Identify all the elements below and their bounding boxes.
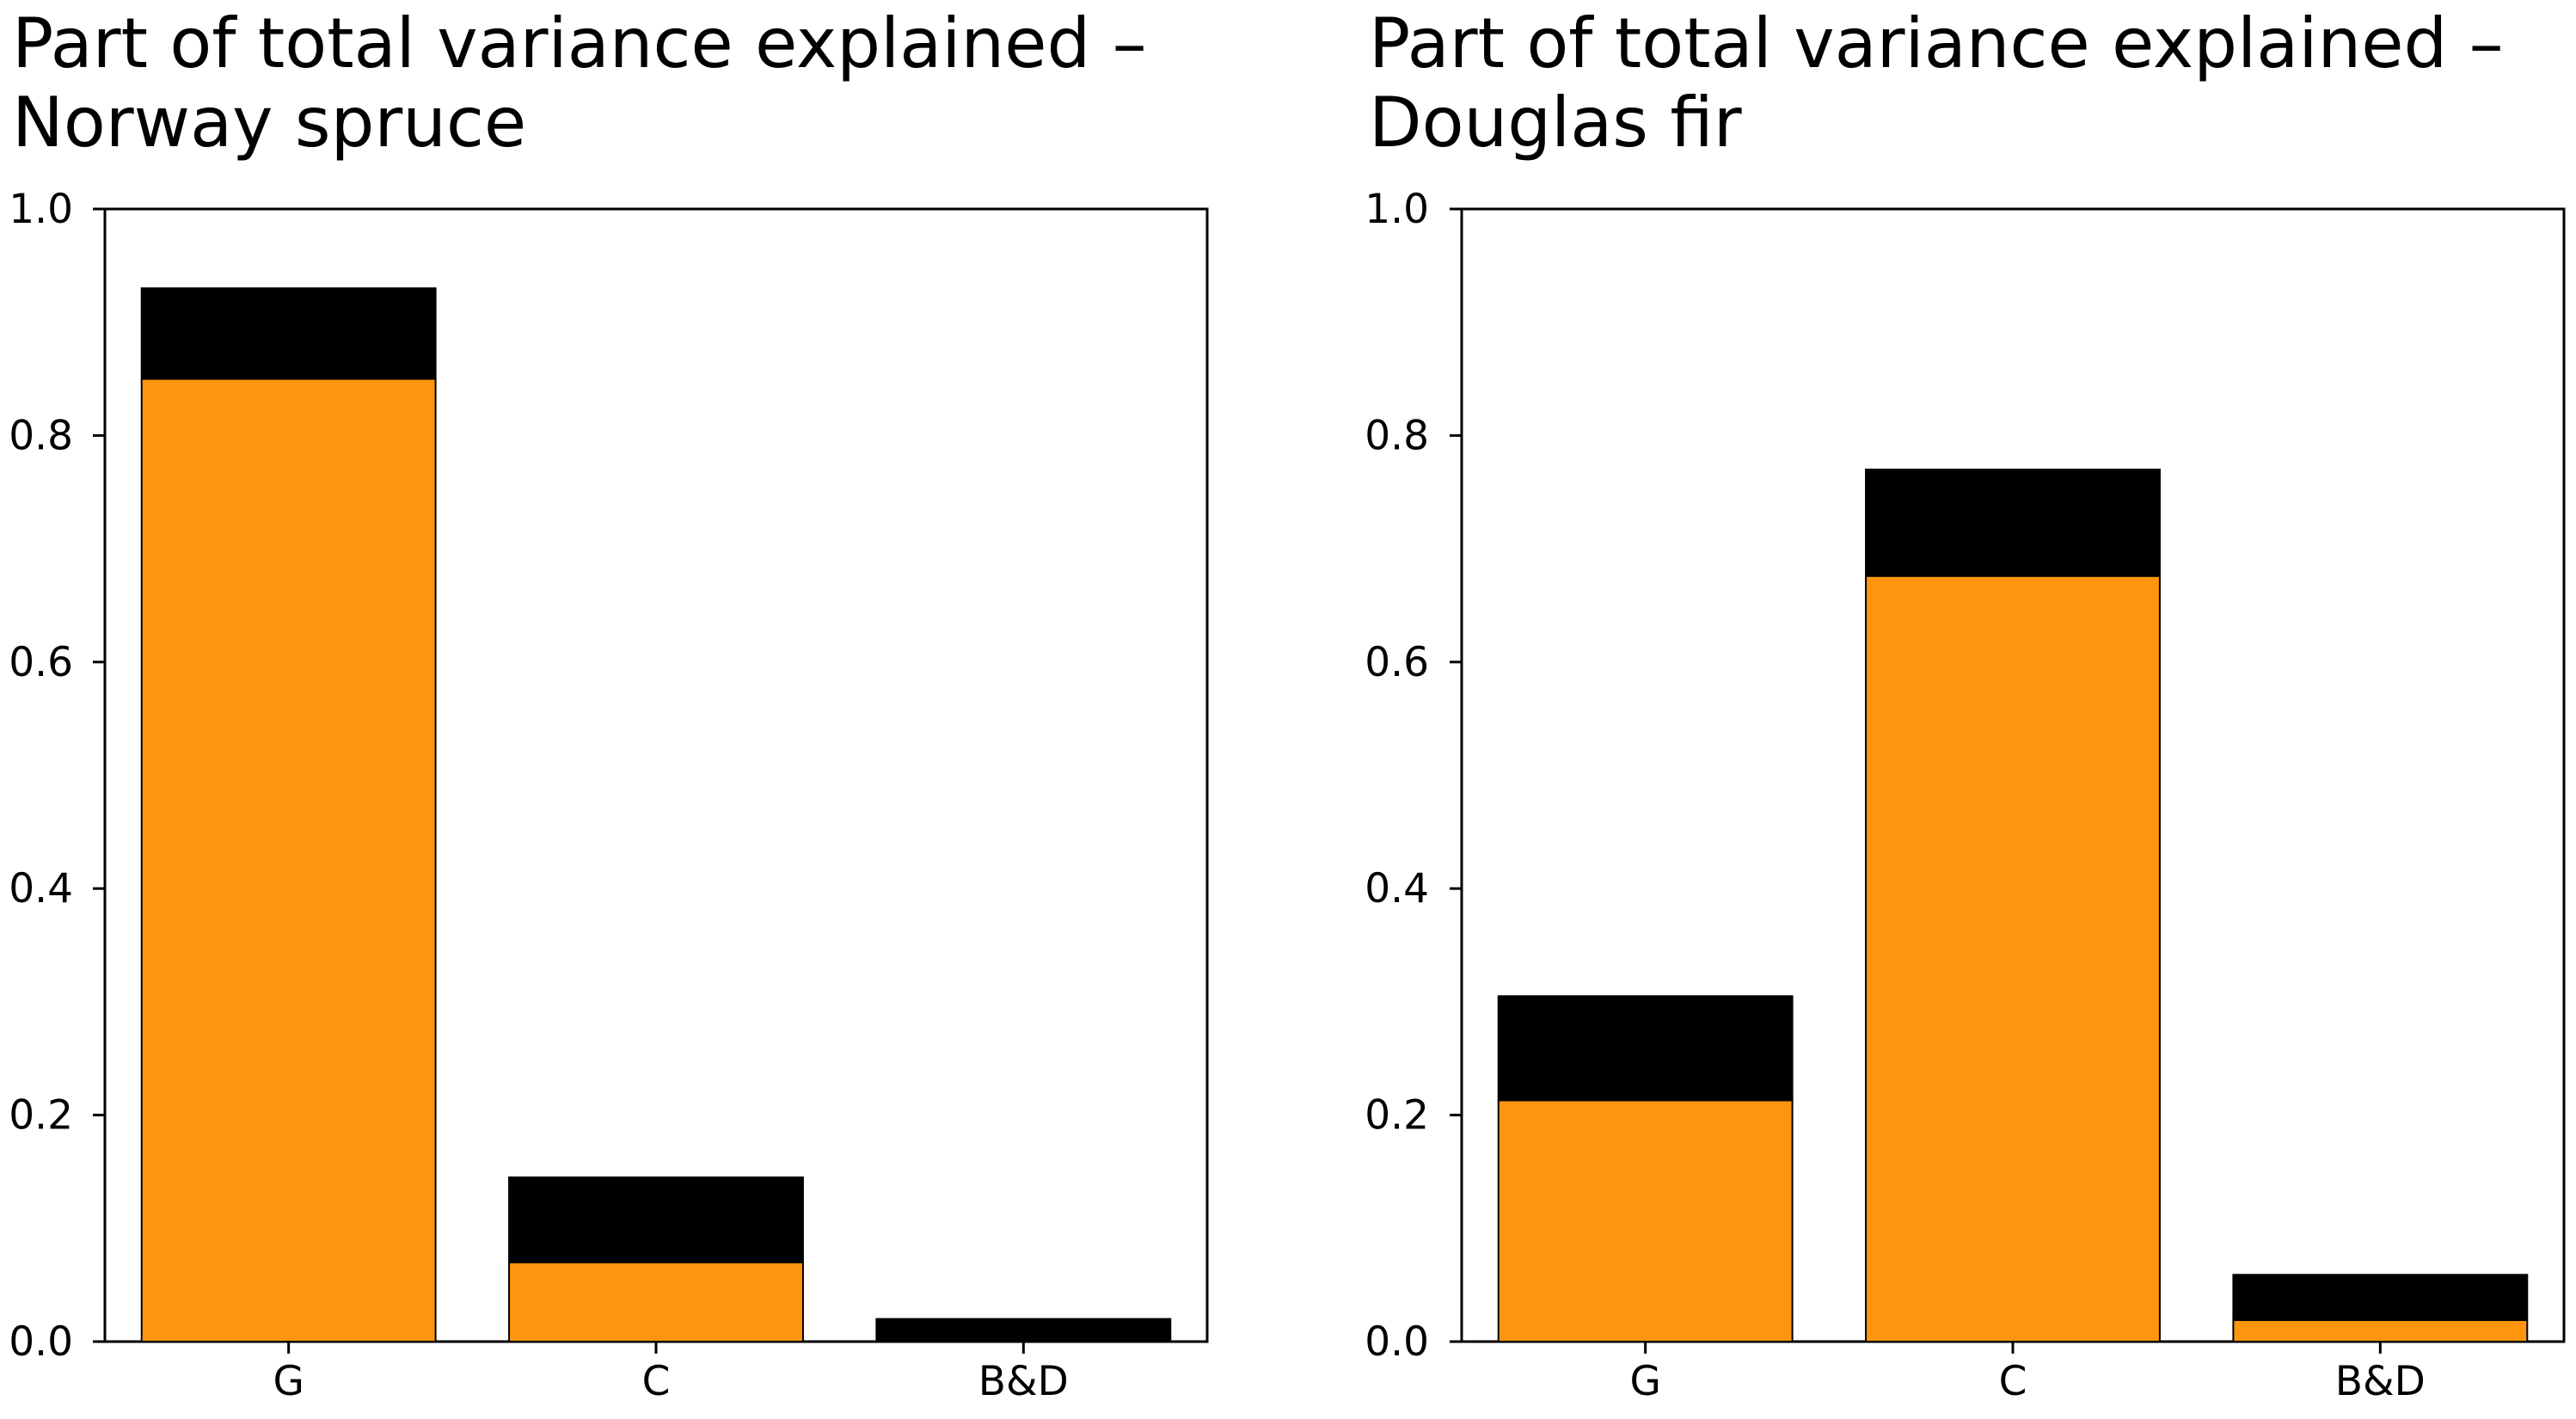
x-tick-label: B&D [2335,1358,2426,1405]
bar-segment [140,378,437,1342]
y-tick-label: 0.4 [1365,865,1429,912]
bar-segment [2232,1274,2529,1321]
chart-panel-2: Part of total variance explained –Dougla… [1365,3,2566,1405]
y-tick-label: 0.6 [9,639,73,686]
y-tick-label: 0.8 [1365,412,1429,459]
chart-title-line: Part of total variance explained – [1369,3,2504,83]
bar-segment [2232,1318,2529,1343]
y-tick-label: 0.6 [1365,639,1429,686]
x-tick-label: C [1999,1358,2027,1405]
chart-title-line: Norway spruce [12,83,526,163]
bar-segment [1865,574,2161,1342]
chart-title-line: Douglas fir [1369,83,1742,163]
y-tick-label: 0.2 [1365,1092,1429,1140]
y-tick-label: 1.0 [9,186,73,233]
y-tick-label: 0.0 [9,1318,73,1366]
y-tick-label: 0.8 [9,412,73,459]
bar-segment [875,1318,1172,1343]
bar-segment [140,287,437,380]
y-tick-label: 1.0 [1365,186,1429,233]
x-tick-label: C [642,1358,671,1405]
chart-panel-1: Part of total variance explained –Norway… [9,3,1209,1405]
x-tick-label: G [1629,1358,1660,1405]
chart-title-line: Part of total variance explained – [12,3,1147,83]
x-tick-label: G [273,1358,304,1405]
x-tick-label: B&D [978,1358,1069,1405]
bar-segment [1497,1099,1794,1342]
y-tick-label: 0.0 [1365,1318,1429,1366]
y-tick-label: 0.2 [9,1092,73,1140]
bar-segment [1497,995,1794,1102]
bar-segment [508,1261,804,1343]
bar-segment [1865,468,2161,577]
y-tick-label: 0.4 [9,865,73,912]
bar-segment [508,1176,804,1263]
